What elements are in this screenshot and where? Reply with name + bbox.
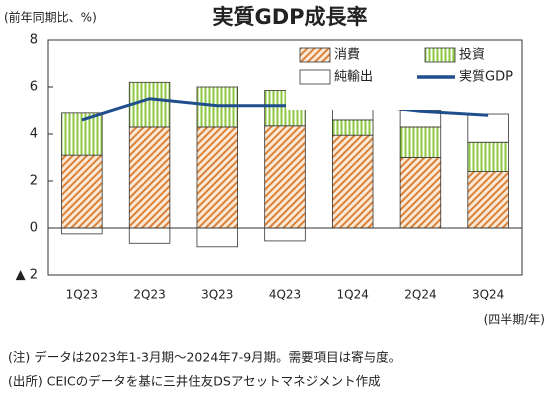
bar-segment: [61, 154, 103, 229]
x-tick-label: 1Q24: [337, 288, 369, 302]
bar-segment: [467, 113, 509, 143]
legend-label: 実質GDP: [459, 69, 513, 85]
x-tick-label: 4Q23: [269, 288, 301, 302]
x-tick-label: 3Q24: [472, 288, 504, 302]
bar-segment: [196, 227, 239, 248]
legend-label: 純輸出: [334, 70, 373, 85]
bar-segment: [264, 227, 306, 242]
y-tick-label: 4: [30, 127, 38, 142]
x-tick-label: 2Q24: [404, 288, 436, 302]
x-tick-label: 2Q23: [133, 288, 165, 302]
bar-segment: [331, 134, 374, 229]
y-tick-label: 6: [30, 80, 38, 95]
line: [81, 97, 489, 122]
bar-segment: [128, 227, 171, 244]
note: (注) データは2023年1-3月期～2024年7-9月期。需要項目は寄与度。: [8, 350, 401, 365]
legend-swatch: [424, 47, 456, 63]
legend-label: 投資: [459, 47, 485, 63]
bar-segment: [264, 125, 306, 229]
bar-segment: [331, 119, 374, 136]
legend-label: 消費: [334, 48, 360, 63]
note: (出所) CEICのデータを基に三井住友DSアセットマネジメント作成: [8, 374, 381, 389]
bar-segment: [128, 81, 171, 128]
x-tick-label: 3Q23: [201, 288, 233, 302]
y-tick-label: 0: [30, 221, 38, 236]
legend-swatch: [299, 69, 331, 85]
bar-segment: [196, 126, 239, 229]
y-tick-label: 2: [30, 174, 38, 189]
chart-title: 実質GDP成長率: [212, 5, 367, 29]
bar-segment: [467, 141, 509, 173]
y-tick-label: 8: [30, 33, 38, 48]
legend-swatch: [299, 47, 331, 63]
y-tick-label: ▲ 2: [16, 268, 38, 283]
y-axis-label: (前年同期比、%): [4, 10, 97, 25]
bar-segment: [467, 171, 509, 229]
x-tick-label: 1Q23: [66, 288, 98, 302]
bar-segment: [399, 126, 442, 158]
x-axis-label: (四半期/年): [484, 313, 545, 327]
bar-segment: [61, 227, 103, 235]
bar-segment: [128, 126, 171, 229]
bar-segment: [399, 157, 442, 229]
plot-frame: [47, 39, 523, 276]
